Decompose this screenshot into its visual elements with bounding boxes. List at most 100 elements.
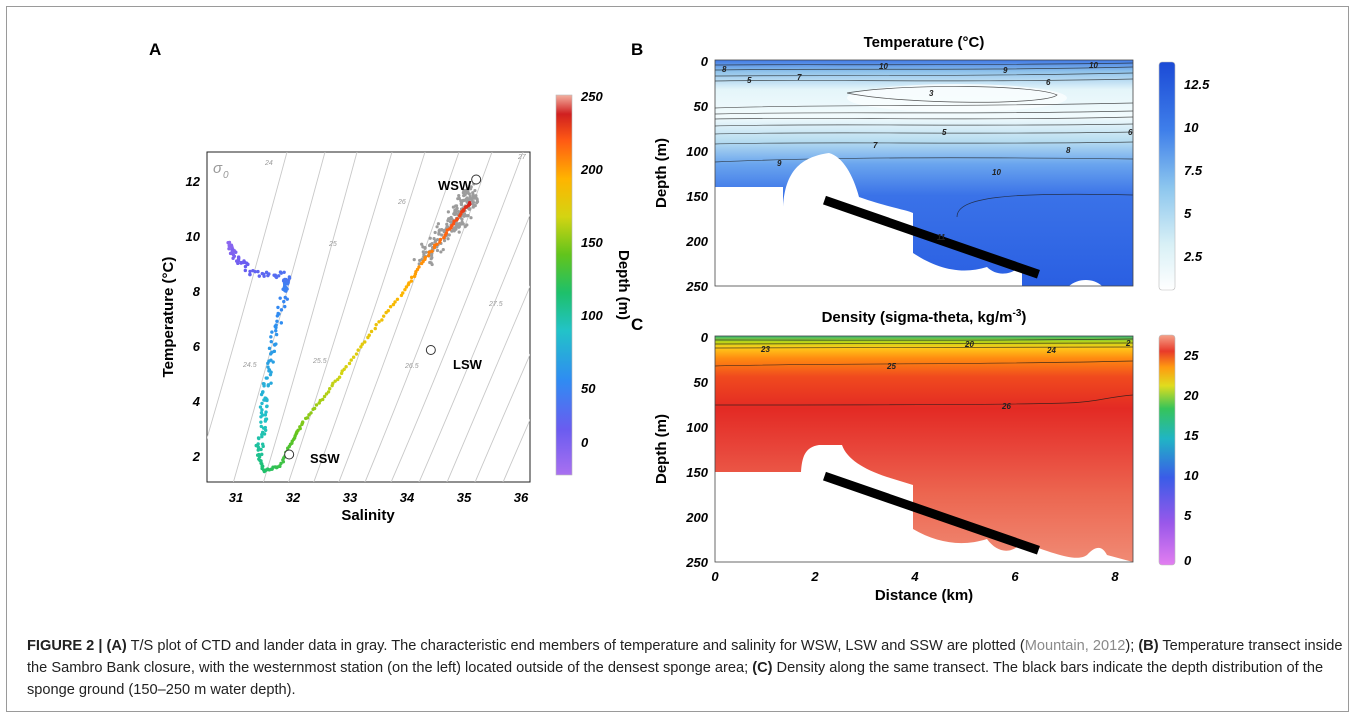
profile-point xyxy=(337,375,342,379)
profile-point xyxy=(367,333,371,337)
gray-point xyxy=(456,209,461,214)
profile-point xyxy=(274,332,279,337)
gray-point xyxy=(433,230,437,235)
isopycnal-label: 25 xyxy=(328,241,337,248)
cb-tick-label: 20 xyxy=(1183,388,1199,403)
cb-tick-label: 50 xyxy=(581,381,596,396)
profile-point xyxy=(380,318,384,322)
cb-tick-label: 150 xyxy=(581,235,603,250)
profile-point xyxy=(243,268,248,273)
gray-point xyxy=(457,225,461,229)
profile-point xyxy=(351,355,356,359)
y-tick-label: 0 xyxy=(701,54,709,69)
profile-point xyxy=(423,255,428,260)
panel-b-yticks: 0 50 100 150 200 250 xyxy=(685,54,708,294)
gray-point xyxy=(427,243,432,248)
gray-point xyxy=(461,198,466,202)
gray-point xyxy=(442,239,447,243)
profile-point xyxy=(395,297,400,301)
y-tick-label: 250 xyxy=(685,555,708,570)
contour-label: 6 xyxy=(1046,78,1051,87)
panel-c-title-sup: -3 xyxy=(1012,308,1021,319)
caption-citation-2[interactable]: 2012 xyxy=(1092,638,1126,654)
y-tick-label: 50 xyxy=(694,99,709,114)
panel-c-label: C xyxy=(631,315,643,334)
profile-point xyxy=(274,323,278,327)
gray-point xyxy=(469,216,473,220)
contour-label: 3 xyxy=(929,89,934,98)
profile-point xyxy=(257,274,262,278)
density-contour-labels: 23 20 24 2 25 26 xyxy=(760,339,1131,411)
y-tick-label: 12 xyxy=(186,174,201,189)
profile-point xyxy=(277,312,281,316)
profile-point xyxy=(360,342,365,346)
profile-point xyxy=(229,243,234,247)
profile-point xyxy=(283,288,287,293)
gray-point xyxy=(473,188,477,193)
profile-point xyxy=(277,274,281,278)
profile-point xyxy=(438,237,443,242)
panel-a-xlabel: Salinity xyxy=(341,507,395,524)
profile-point xyxy=(272,349,277,354)
scatter-layer xyxy=(226,179,481,474)
profile-point xyxy=(256,444,260,448)
profile-point xyxy=(342,367,346,371)
profile-point xyxy=(265,404,269,409)
panel-a-yticks: 2 4 6 8 10 12 xyxy=(186,174,201,464)
profile-point xyxy=(374,322,378,327)
gray-point xyxy=(465,196,469,200)
profile-point xyxy=(415,267,420,272)
profile-point xyxy=(266,365,270,369)
profile-point xyxy=(438,240,442,244)
profile-point xyxy=(347,361,352,366)
profile-point xyxy=(265,398,269,403)
caption-citation-1[interactable]: Mountain, xyxy=(1024,638,1089,654)
profile-point xyxy=(275,319,279,323)
profile-point xyxy=(234,250,238,254)
profile-point xyxy=(260,408,264,412)
gray-point xyxy=(430,241,434,246)
x-tick-label: 34 xyxy=(400,490,415,505)
cb-tick-label: 250 xyxy=(580,89,603,104)
caption-a-text: T/S plot of CTD and lander data in gray.… xyxy=(126,638,1025,654)
profile-point xyxy=(259,424,263,429)
contour-label: 23 xyxy=(760,345,770,354)
y-tick-label: 10 xyxy=(186,229,201,244)
isopycnals xyxy=(207,152,530,482)
profile-point xyxy=(227,247,231,251)
gray-point xyxy=(442,228,447,233)
profile-point xyxy=(274,329,278,333)
y-tick-label: 0 xyxy=(701,330,709,345)
profile-point xyxy=(417,265,421,269)
gray-point xyxy=(457,193,461,198)
density-field xyxy=(715,336,1133,562)
profile-point xyxy=(278,296,282,300)
profile-point xyxy=(263,413,268,417)
profile-point xyxy=(269,352,273,356)
profile-point xyxy=(442,235,446,240)
profile-point xyxy=(261,390,265,394)
lsw-label: LSW xyxy=(453,357,483,372)
panel-c-yticks: 0 50 100 150 200 250 xyxy=(685,330,708,570)
profile-point xyxy=(262,432,267,436)
isopycnal-label: 24.5 xyxy=(242,362,257,369)
y-tick-label: 2 xyxy=(192,449,201,464)
gray-point xyxy=(440,233,444,237)
profile-point xyxy=(393,300,397,304)
gray-point xyxy=(451,227,455,232)
gray-point xyxy=(433,239,438,243)
cb-tick-label: 200 xyxy=(580,162,603,177)
gray-point xyxy=(424,250,428,254)
gray-point xyxy=(448,220,452,224)
profile-point xyxy=(261,444,265,449)
figure-caption: FIGURE 2 | (A) T/S plot of CTD and lande… xyxy=(27,635,1345,701)
gray-point xyxy=(412,257,416,262)
ssw-label: SSW xyxy=(310,451,340,466)
cb-tick-label: 10 xyxy=(1184,468,1199,483)
gray-point xyxy=(463,193,467,197)
temperature-colorbar xyxy=(1158,61,1176,291)
profile-point xyxy=(261,426,266,430)
gray-point xyxy=(451,205,456,209)
profile-point xyxy=(356,348,360,352)
profile-point xyxy=(231,256,235,261)
